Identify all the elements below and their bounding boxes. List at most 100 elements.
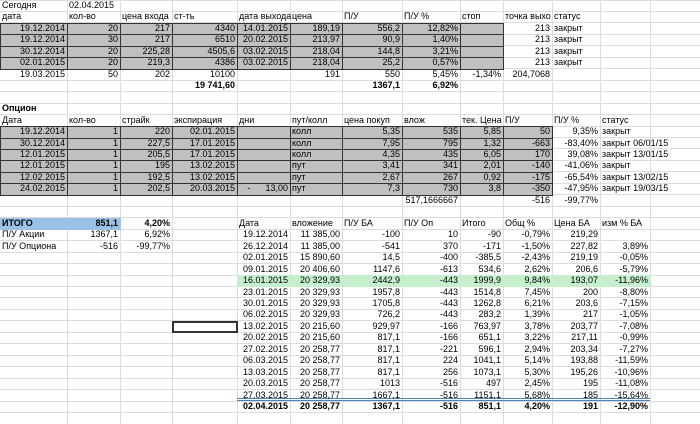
cell: 1,40%: [432, 34, 458, 45]
history-cell: -443: [439, 286, 458, 297]
history-cell: -5,79%: [619, 263, 648, 274]
grid-line: [120, 0, 121, 424]
cell: 30: [107, 34, 118, 45]
cell: 12.02.2015: [19, 171, 65, 182]
header-cell: цена: [292, 11, 313, 22]
cell: колл: [292, 126, 312, 137]
grid-line: [172, 0, 173, 424]
header-cell: изм % БА: [602, 217, 643, 228]
total: 19 741,60: [194, 80, 235, 91]
history-cell: -7,15%: [619, 297, 648, 308]
cell: 19.03.2015: [19, 68, 65, 79]
history-cell: -11,59%: [615, 355, 648, 366]
cell-fill: [460, 57, 504, 70]
history-cell: 1147,6: [373, 263, 400, 274]
cell: 0,92: [483, 171, 501, 182]
cell: 02.01.2015: [189, 126, 235, 137]
cell: 12.01.2015: [19, 148, 65, 159]
cell: 213: [534, 57, 550, 68]
history-cell: 20 258,77: [299, 343, 340, 354]
grid-line: [0, 320, 700, 322]
grid-line: [0, 114, 700, 116]
history-cell: 20 258,77: [299, 366, 340, 377]
cell: -140: [531, 160, 550, 171]
cell: 39,08%: [567, 148, 598, 159]
history-cell: 27.02.2015: [242, 343, 288, 354]
history-cell: 3,78%: [524, 320, 550, 331]
history-cell: -516: [439, 401, 458, 412]
cell: 03.02.2015: [242, 45, 288, 56]
grid-line: [0, 217, 700, 219]
history-cell: 1667,1: [372, 389, 400, 400]
total: 1367,1: [372, 80, 400, 91]
history-cell: 1041,1: [473, 355, 501, 366]
history-cell: -2,43%: [521, 252, 550, 263]
history-cell: 851,1: [478, 401, 501, 412]
history-cell: 19.12.2014: [242, 229, 288, 240]
history-cell: 227,82: [570, 240, 598, 251]
grid-line: [0, 263, 700, 265]
cell-fill: [552, 275, 601, 288]
header-cell: пут/колл: [292, 114, 328, 125]
grid-line: [0, 91, 700, 93]
history-cell: 5,68%: [524, 389, 550, 400]
header-cell: Итого: [462, 217, 486, 228]
cell: закрыт: [554, 45, 583, 56]
double-border: [237, 398, 650, 402]
cell-fill: [460, 275, 504, 288]
history-cell: 217: [582, 309, 598, 320]
total: 6,92%: [432, 80, 458, 91]
cell: 20: [107, 45, 118, 56]
cell: закрыт: [554, 34, 583, 45]
summary-cell: -516: [99, 240, 118, 251]
history-cell: -171: [482, 240, 501, 251]
cell: 03.02.2015: [242, 57, 288, 68]
cell: 202,5: [147, 183, 170, 194]
cell: 219,3: [147, 57, 170, 68]
header-cell: тек. Цена: [462, 114, 502, 125]
history-cell: 224: [442, 355, 458, 366]
cell: 189,19: [312, 22, 340, 33]
history-cell: 30.01.2015: [242, 297, 288, 308]
cell: 267: [442, 171, 458, 182]
header-cell: цена покуп: [344, 114, 390, 125]
section-title: Опцион: [2, 103, 37, 114]
history-cell: 203,6: [575, 297, 598, 308]
history-cell: 497: [485, 378, 501, 389]
grid-line: [0, 297, 700, 299]
header-cell: П/У БА: [344, 217, 373, 228]
cell: 213: [534, 22, 550, 33]
grid-line: [0, 354, 700, 356]
cell: 20: [107, 57, 118, 68]
header-cell: экспирация: [174, 114, 223, 125]
cell: 227,5: [147, 137, 170, 148]
grid-line: [460, 0, 461, 424]
grid-line: [0, 251, 700, 253]
history-cell: 7,45%: [524, 286, 550, 297]
grid-line: [0, 240, 700, 242]
grid-line: [650, 0, 651, 424]
cell: 14.01.2015: [242, 22, 288, 33]
grid-line: [0, 343, 700, 345]
header-cell: страйк: [122, 114, 150, 125]
history-cell: -11,96%: [615, 275, 648, 286]
history-cell: 06.02.2015: [242, 309, 288, 320]
history-cell: -541: [381, 240, 400, 251]
history-cell: 195: [582, 378, 598, 389]
history-cell: 10: [447, 229, 458, 240]
history-cell: -11,08%: [615, 378, 648, 389]
cell: 556,2: [377, 22, 400, 33]
history-cell: 20.03.2015: [242, 378, 288, 389]
history-cell: 2442,9: [372, 275, 400, 286]
cell: 170: [534, 148, 550, 159]
grid-line: [0, 366, 700, 368]
history-cell: 763,97: [473, 320, 501, 331]
history-cell: -8,80%: [619, 286, 648, 297]
grid-line: [290, 0, 291, 424]
history-cell: -385,5: [475, 252, 501, 263]
cell: -65,54%: [564, 171, 598, 182]
total: 517,1666667: [405, 194, 458, 205]
history-cell: 02.01.2015: [242, 252, 288, 263]
summary-cell: П/У Опциона: [2, 240, 57, 251]
history-cell: 817,1: [377, 366, 400, 377]
